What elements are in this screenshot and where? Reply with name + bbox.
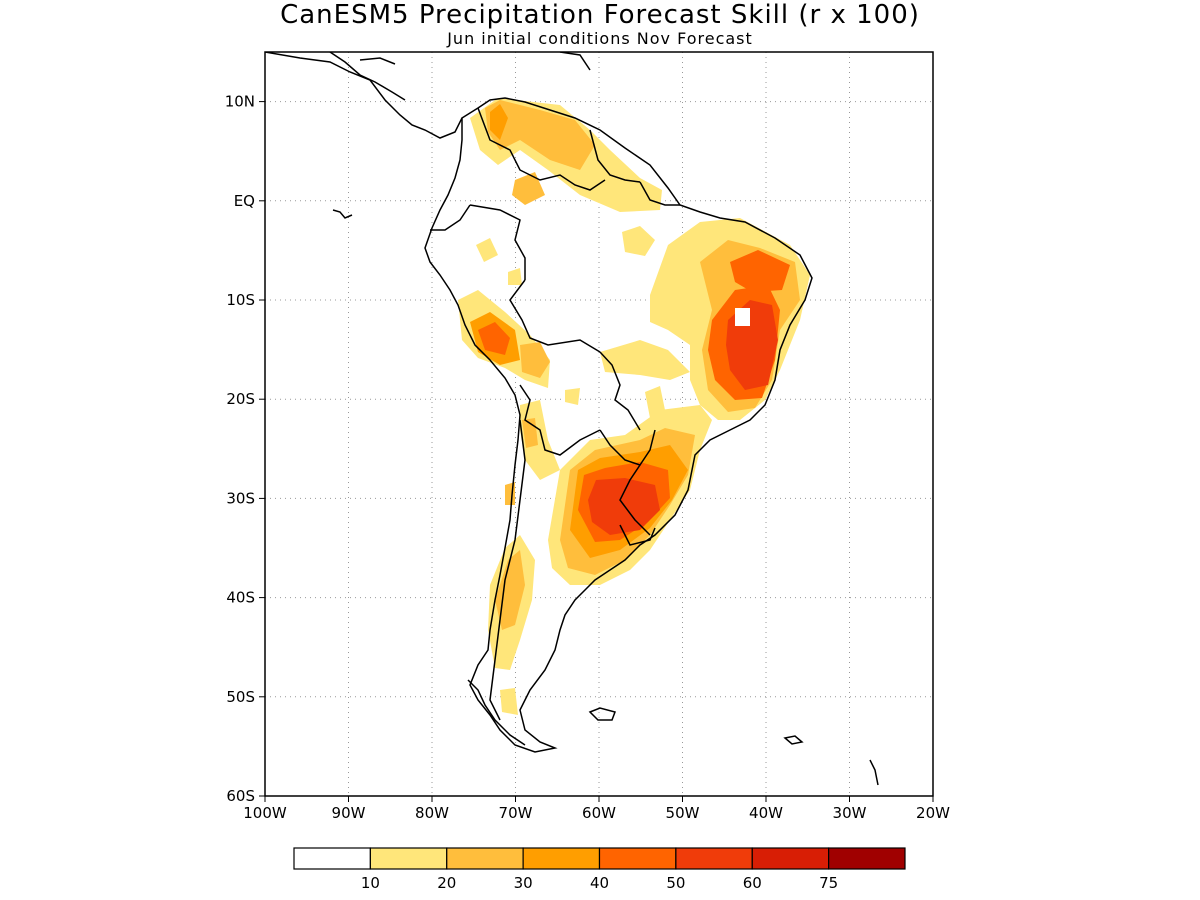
colorbar-label: 10 (361, 874, 380, 892)
x-tick-label: 50W (666, 804, 700, 822)
skill-shading (458, 98, 810, 715)
skill-region-amazon-spot3 (508, 268, 522, 285)
border-bolivia-brazil (599, 351, 641, 431)
skill-region-amazon-spot2 (476, 238, 498, 262)
y-axis-ticks: 10N EQ 10S 20S 30S 40S 50S 60S (225, 93, 265, 805)
south-america-coastline (424, 97, 813, 753)
caribbean-island (359, 57, 396, 65)
figure-title: CanESM5 Precipitation Forecast Skill (r … (280, 0, 920, 30)
colorbar-swatch (598, 847, 677, 870)
skill-region-bolivia (520, 342, 550, 378)
x-tick-label: 60W (582, 804, 616, 822)
x-tick-label: 30W (833, 804, 867, 822)
colorbar-swatch (522, 847, 601, 870)
x-tick-label: 70W (499, 804, 533, 822)
colorbar: 10 20 30 40 50 60 75 (293, 847, 906, 892)
figure-subtitle: Jun initial conditions Nov Forecast (447, 29, 753, 48)
x-tick-label: 90W (332, 804, 366, 822)
skill-region-patagonia-core (495, 550, 525, 630)
skill-region-venezuela-core (485, 100, 595, 170)
x-tick-label: 20W (916, 804, 950, 822)
galapagos-islands (332, 209, 353, 219)
border-colombia-brazil (469, 204, 526, 280)
colorbar-swatch (751, 847, 830, 870)
skill-region-patagonia-south (500, 688, 518, 715)
patagonia-islands (467, 679, 526, 746)
skill-region-colombia-west (512, 172, 545, 205)
skill-region-amazon-spot (622, 226, 655, 256)
colorbar-swatch (446, 847, 524, 870)
border-paraguay (599, 429, 656, 466)
graticule (265, 52, 933, 796)
y-tick-label: 30S (226, 489, 255, 507)
colorbar-swatch (293, 847, 371, 870)
skill-region-bolivia-spot (565, 388, 580, 405)
central-america-outline-2 (329, 52, 406, 101)
y-tick-label: EQ (234, 192, 255, 210)
border-uruguay (619, 524, 656, 546)
colorbar-label: 50 (666, 874, 685, 892)
falkland-islands (588, 707, 616, 721)
y-tick-label: 10S (226, 291, 255, 309)
border-ecuador-peru (430, 204, 471, 231)
skill-region-peru-core (478, 322, 510, 355)
border-venezuela-guyana (589, 129, 641, 183)
skill-region-ne-brazil-north (730, 250, 790, 292)
colorbar-label: 75 (819, 874, 838, 892)
x-axis-ticks: 100W 90W 80W 70W 60W 50W 40W 30W 20W (243, 796, 950, 822)
x-tick-label: 40W (749, 804, 783, 822)
x-tick-label: 100W (243, 804, 287, 822)
colorbar-label: 60 (743, 874, 762, 892)
central-america-outline (265, 52, 463, 139)
border-guianas (639, 181, 680, 206)
south-georgia (783, 735, 804, 745)
sandwich-islands (869, 759, 879, 786)
colorbar-swatch (828, 847, 906, 870)
caribbean-island-2 (559, 52, 591, 71)
border-argentina-brazil (619, 464, 651, 536)
y-tick-label: 50S (226, 688, 255, 706)
border-colombia-venezuela (477, 107, 606, 191)
skill-region-ne-brazil-gap (735, 308, 750, 326)
colorbar-label: 40 (590, 874, 609, 892)
y-tick-label: 60S (226, 787, 255, 805)
skill-region-venezuela-peak (490, 104, 508, 140)
colorbar-label: 20 (437, 874, 456, 892)
x-tick-label: 80W (415, 804, 449, 822)
border-chile-argentina (489, 419, 526, 721)
border-bolivia-chile (519, 384, 601, 456)
colorbar-swatch (369, 847, 448, 870)
y-tick-label: 10N (225, 93, 255, 111)
colorbar-swatch (675, 847, 753, 870)
coastline-and-borders (265, 52, 879, 786)
border-peru-brazil (509, 279, 601, 353)
y-tick-label: 20S (226, 390, 255, 408)
colorbar-label: 30 (514, 874, 533, 892)
skill-region-central-brazil (600, 340, 690, 380)
y-tick-label: 40S (226, 589, 255, 607)
